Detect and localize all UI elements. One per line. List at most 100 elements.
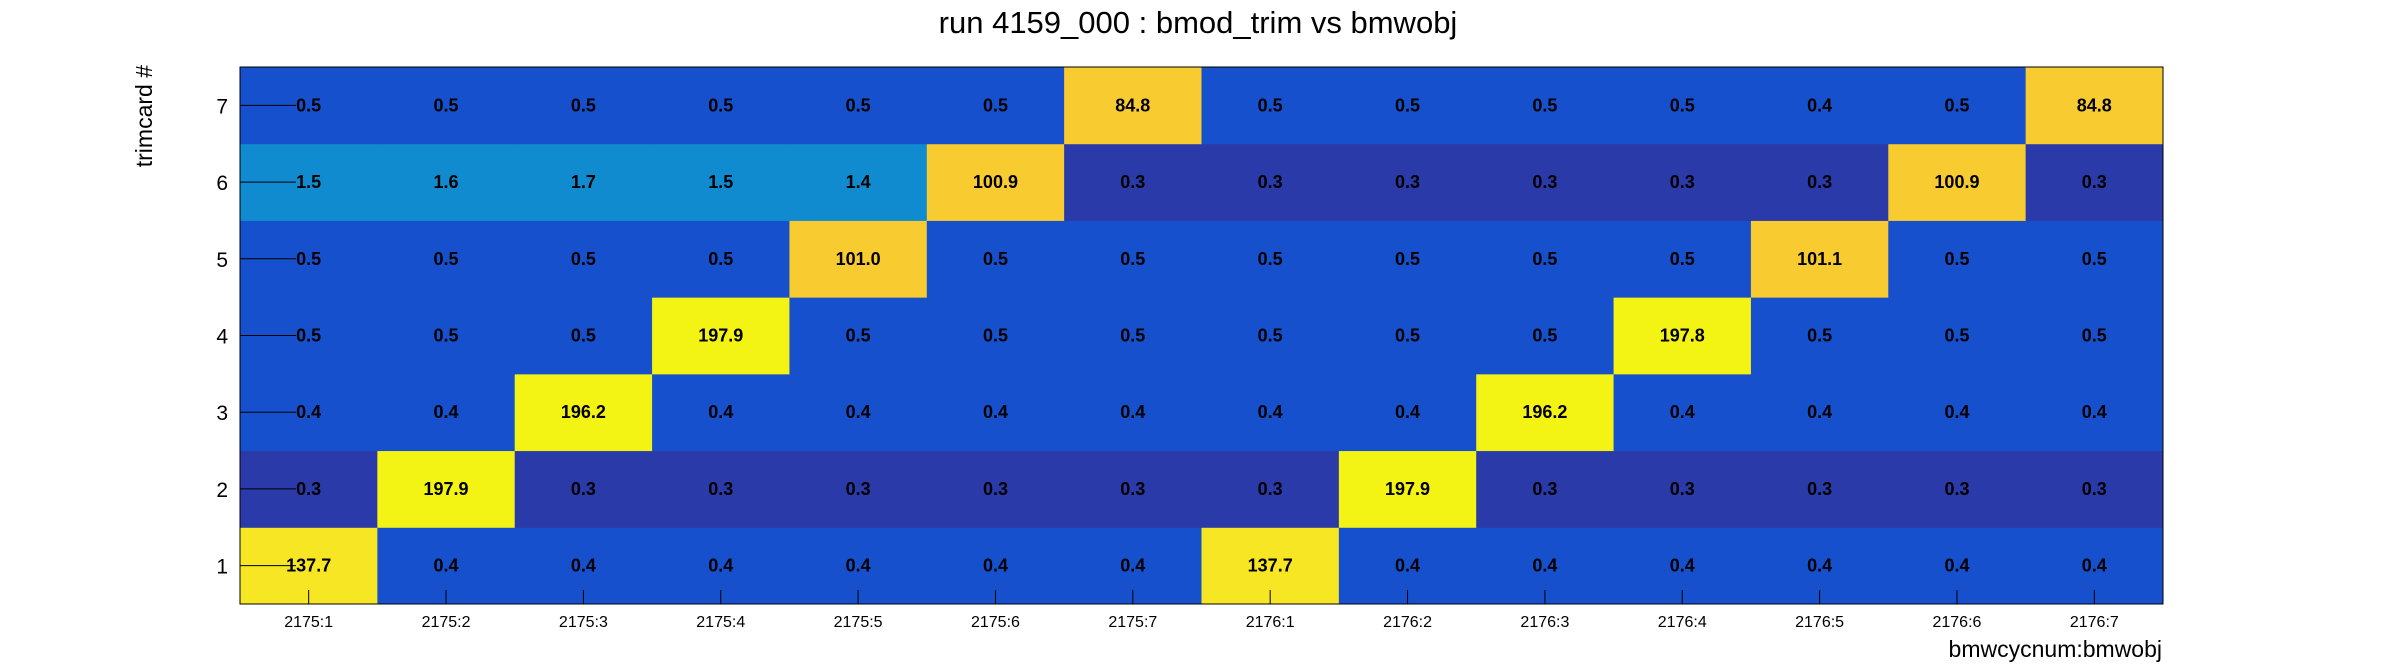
heatmap-cell: [1064, 143, 1202, 221]
x-axis-title: bmwcycnum:bmwobj: [1949, 636, 2162, 662]
cell-value-label: 0.5: [2082, 326, 2107, 346]
heatmap-cell: [789, 143, 928, 221]
cell-value-label: 0.5: [983, 249, 1008, 269]
cell-value-label: 0.4: [1807, 95, 1832, 115]
heatmap-cell: [2025, 450, 2164, 528]
cell-value-label: 1.4: [846, 172, 871, 192]
heatmap-cell: [1338, 450, 1477, 528]
x-tick-label: 2175:5: [834, 614, 883, 631]
cell-value-label: 0.4: [296, 402, 321, 422]
cell-value-label: 0.5: [983, 95, 1008, 115]
heatmap-cell: [652, 373, 790, 452]
cell-value-label: 0.5: [1395, 95, 1420, 115]
cell-value-label: 1.5: [708, 172, 733, 192]
heatmap-cell: [1338, 373, 1477, 452]
cell-value-label: 0.3: [1532, 172, 1557, 192]
cell-value-label: 0.3: [983, 479, 1008, 499]
cell-value-label: 0.4: [2082, 556, 2107, 576]
cell-value-label: 197.9: [1385, 479, 1430, 499]
heatmap-cell: [789, 67, 928, 145]
x-tick-label: 2176:5: [1795, 614, 1844, 631]
heatmap-cell: [1750, 297, 1889, 375]
heatmap-cell: [1476, 220, 1615, 298]
cell-value-label: 0.5: [1944, 95, 1969, 115]
cell-value-label: 0.5: [2082, 249, 2107, 269]
heatmap-cell: [514, 297, 653, 375]
heatmap-cell: [926, 67, 1065, 145]
cell-value-label: 0.4: [983, 556, 1008, 576]
heatmap-cell: [1201, 450, 1340, 528]
cell-value-label: 0.5: [1944, 326, 1969, 346]
cell-value-label: 196.2: [561, 402, 606, 422]
cell-value-label: 0.5: [1120, 249, 1145, 269]
cell-value-label: 0.3: [846, 479, 871, 499]
cell-value-label: 0.3: [708, 479, 733, 499]
cell-value-label: 0.4: [1120, 402, 1145, 422]
y-tick-label: 3: [216, 402, 228, 425]
cell-value-label: 0.3: [1120, 479, 1145, 499]
heatmap-cell: [926, 297, 1065, 375]
heatmap-cell: [1064, 220, 1202, 298]
cell-value-label: 1.5: [296, 172, 321, 192]
x-tick-label: 2176:2: [1383, 614, 1432, 631]
cell-value-label: 0.4: [434, 556, 459, 576]
x-tick-label: 2175:1: [284, 614, 333, 631]
cell-value-label: 197.8: [1660, 326, 1705, 346]
cell-value-label: 0.3: [1258, 479, 1283, 499]
cell-value-label: 0.5: [1670, 249, 1695, 269]
cell-value-label: 0.5: [571, 95, 596, 115]
cell-value-label: 0.3: [1670, 479, 1695, 499]
cell-value-label: 0.4: [1395, 402, 1420, 422]
heatmap-cell: [652, 143, 790, 221]
heatmap-cell: [1201, 67, 1340, 145]
heatmap-cell: [1613, 297, 1752, 375]
x-tick-label: 2176:4: [1658, 614, 1707, 631]
cell-value-label: 0.5: [571, 326, 596, 346]
x-tick-label: 2176:7: [2070, 614, 2119, 631]
cell-value-label: 0.3: [1944, 479, 1969, 499]
cell-value-label: 0.3: [1807, 479, 1832, 499]
heatmap-cell: [1888, 297, 2027, 375]
heatmap-cell: [789, 297, 928, 375]
heatmap-cells: [240, 67, 2164, 605]
heatmap-cell: [514, 220, 653, 298]
y-axis: 1 2 3 4 5 6 7: [216, 95, 296, 579]
cell-value-label: 0.5: [1670, 95, 1695, 115]
cell-value-label: 0.4: [1807, 556, 1832, 576]
cell-value-label: 0.4: [571, 556, 596, 576]
heatmap-cell: [1750, 373, 1889, 452]
cell-value-label: 0.4: [1395, 556, 1420, 576]
heatmap-cell: [1476, 373, 1615, 452]
heatmap-cell: [377, 220, 516, 298]
x-tick-label: 2175:6: [971, 614, 1020, 631]
heatmap-cell: [789, 450, 928, 528]
cell-value-label: 0.4: [846, 402, 871, 422]
cell-value-label: 137.7: [1248, 556, 1293, 576]
heatmap-cell: [1338, 297, 1477, 375]
heatmap-cell: [926, 143, 1065, 221]
heatmap-cell: [514, 373, 653, 452]
heatmap-cell: [1888, 220, 2027, 298]
x-tick-label: 2175:3: [559, 614, 608, 631]
chart-title: run 4159_000 : bmod_trim vs bmwobj: [939, 5, 1458, 40]
cell-value-label: 0.3: [1258, 172, 1283, 192]
x-tick-label: 2176:1: [1246, 614, 1295, 631]
heatmap-cell: [789, 373, 928, 452]
y-tick-label: 4: [216, 326, 228, 349]
heatmap-cell: [1476, 143, 1615, 221]
cell-value-label: 0.5: [1944, 249, 1969, 269]
heatmap-cell: [1064, 67, 1202, 145]
cell-value-label: 84.8: [1115, 95, 1150, 115]
y-tick-label: 2: [216, 479, 228, 502]
cell-value-label: 197.9: [698, 326, 743, 346]
cell-value-label: 0.5: [296, 326, 321, 346]
cell-value-label: 0.5: [846, 326, 871, 346]
cell-value-label: 0.4: [983, 402, 1008, 422]
cell-value-label: 0.3: [1807, 172, 1832, 192]
cell-value-label: 0.4: [1532, 556, 1557, 576]
cell-value-label: 0.4: [708, 556, 733, 576]
cell-value-label: 0.4: [1120, 556, 1145, 576]
y-tick-label: 6: [216, 172, 228, 195]
cell-value-label: 0.4: [1944, 402, 1969, 422]
cell-value-label: 0.4: [434, 402, 459, 422]
